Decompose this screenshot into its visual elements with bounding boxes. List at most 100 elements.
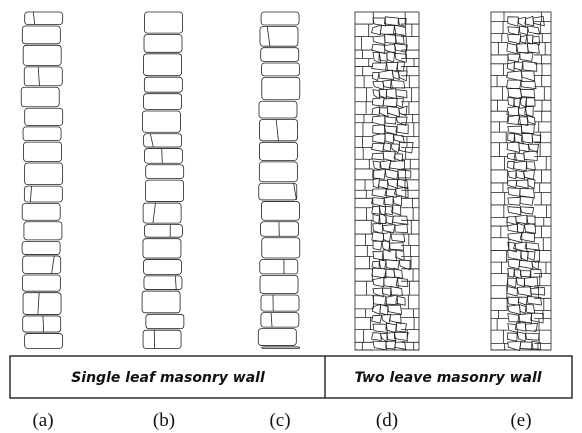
stone bbox=[378, 259, 387, 270]
stone bbox=[394, 223, 409, 234]
stone bbox=[393, 267, 403, 279]
stone bbox=[516, 286, 532, 297]
stone bbox=[532, 15, 545, 27]
stone bbox=[259, 26, 299, 47]
stone bbox=[393, 331, 409, 341]
stone bbox=[507, 34, 522, 45]
stone bbox=[532, 35, 541, 46]
stone bbox=[526, 43, 540, 54]
stone bbox=[518, 25, 529, 36]
stone bbox=[259, 141, 298, 161]
caption: (d) bbox=[376, 410, 398, 431]
stone bbox=[394, 35, 405, 44]
stone bbox=[517, 16, 527, 28]
stone bbox=[371, 115, 386, 127]
stone bbox=[371, 303, 382, 315]
stone bbox=[143, 53, 182, 77]
stone bbox=[385, 215, 394, 225]
stone bbox=[152, 202, 156, 224]
stone bbox=[507, 223, 518, 233]
stone bbox=[531, 134, 542, 143]
stone bbox=[266, 26, 271, 47]
stone bbox=[371, 152, 385, 161]
stone bbox=[378, 205, 387, 217]
stone bbox=[24, 107, 64, 126]
stone bbox=[506, 286, 518, 297]
stone bbox=[24, 333, 64, 349]
stone bbox=[384, 205, 394, 216]
stone bbox=[386, 332, 397, 341]
stone bbox=[382, 142, 392, 153]
stone bbox=[371, 314, 383, 324]
stone bbox=[23, 185, 63, 203]
stone bbox=[371, 261, 380, 270]
stone bbox=[519, 195, 534, 206]
stone bbox=[526, 34, 534, 45]
stone bbox=[24, 162, 64, 186]
stone bbox=[398, 141, 414, 154]
stone bbox=[394, 341, 407, 350]
stone bbox=[293, 183, 297, 201]
stone bbox=[522, 60, 538, 72]
stone bbox=[386, 105, 400, 118]
stone bbox=[22, 292, 62, 315]
stone bbox=[517, 313, 533, 324]
stone bbox=[42, 315, 45, 333]
stone bbox=[259, 119, 298, 142]
stone bbox=[390, 143, 400, 154]
stone bbox=[507, 187, 521, 197]
stone bbox=[261, 346, 301, 349]
stone bbox=[513, 61, 524, 71]
stone bbox=[371, 267, 387, 279]
stone bbox=[370, 24, 382, 36]
stone bbox=[395, 89, 408, 99]
stone bbox=[507, 258, 521, 270]
stone bbox=[385, 168, 400, 181]
stone bbox=[395, 277, 409, 287]
stone bbox=[371, 72, 380, 82]
stone bbox=[507, 312, 521, 323]
stone bbox=[372, 287, 384, 298]
stone bbox=[372, 276, 385, 288]
stone bbox=[506, 106, 520, 117]
stone bbox=[388, 159, 405, 171]
stone bbox=[174, 275, 177, 290]
stone bbox=[379, 304, 389, 316]
stone bbox=[371, 43, 386, 55]
stone bbox=[51, 255, 55, 274]
stone bbox=[519, 188, 535, 199]
stone bbox=[372, 169, 386, 180]
stone bbox=[37, 292, 40, 315]
stone bbox=[396, 169, 412, 179]
stone bbox=[378, 69, 395, 80]
stone bbox=[507, 125, 523, 135]
stone bbox=[507, 296, 520, 306]
stone bbox=[389, 314, 402, 325]
stone bbox=[372, 240, 383, 251]
stone bbox=[260, 312, 300, 328]
stone bbox=[258, 161, 298, 183]
stone bbox=[393, 43, 408, 53]
stone bbox=[379, 25, 397, 36]
stone bbox=[395, 321, 407, 333]
stone bbox=[507, 16, 519, 27]
stone bbox=[24, 11, 64, 25]
stone bbox=[395, 249, 405, 261]
stone bbox=[398, 259, 411, 271]
stone bbox=[372, 251, 384, 261]
stone bbox=[490, 11, 552, 351]
stone bbox=[506, 332, 518, 342]
stone bbox=[142, 202, 182, 224]
stone bbox=[507, 267, 515, 278]
stone bbox=[258, 100, 298, 119]
stone bbox=[507, 340, 522, 352]
stone bbox=[275, 119, 279, 141]
stone bbox=[381, 314, 391, 325]
stone bbox=[396, 97, 404, 108]
stone bbox=[257, 328, 297, 346]
stone bbox=[393, 24, 407, 36]
stone bbox=[144, 11, 183, 34]
stone bbox=[372, 323, 388, 333]
caption: (c) bbox=[269, 410, 290, 431]
stone bbox=[386, 178, 399, 189]
